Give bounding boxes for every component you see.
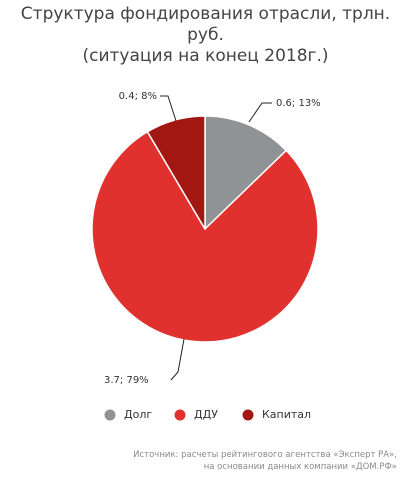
- source-line-1: Источник: расчеты рейтингового агентства…: [133, 450, 397, 460]
- pie-slice-3: [146, 115, 206, 230]
- pie-slices: [91, 115, 319, 343]
- chart-title: Структура фондирования отрасли, трлн. ру…: [20, 4, 391, 45]
- legend: Долг ДДУ Капитал: [104, 408, 311, 421]
- legend-label-2: ДДУ: [194, 408, 218, 421]
- legend-label-1: Долг: [124, 408, 152, 421]
- legend-marker-3: [242, 409, 254, 421]
- chart-subtitle: (ситуация на конец 2018г.): [82, 46, 329, 66]
- data-label-2: 3.7; 79%: [104, 375, 149, 386]
- leader-line-2: [170, 338, 185, 381]
- leader-line-3: [160, 95, 177, 122]
- data-label-3: 0.4; 8%: [119, 91, 157, 102]
- pie-data-labels: 0.6; 13% 3.7; 79% 0.4; 8%: [104, 91, 321, 386]
- source-note: Источник: расчеты рейтингового агентства…: [133, 449, 397, 473]
- pie-slice-2: [91, 131, 319, 343]
- legend-marker-1: [104, 409, 116, 421]
- leader-line-1: [248, 102, 272, 123]
- chart-title-block: Структура фондирования отрасли, трлн. ру…: [0, 4, 411, 67]
- legend-label-3: Капитал: [262, 408, 311, 421]
- pie-slice-1: [204, 115, 287, 230]
- legend-marker-2: [174, 409, 186, 421]
- source-line-2: на основании данных компании «ДОМ.РФ»: [203, 462, 397, 472]
- data-label-1: 0.6; 13%: [276, 98, 321, 109]
